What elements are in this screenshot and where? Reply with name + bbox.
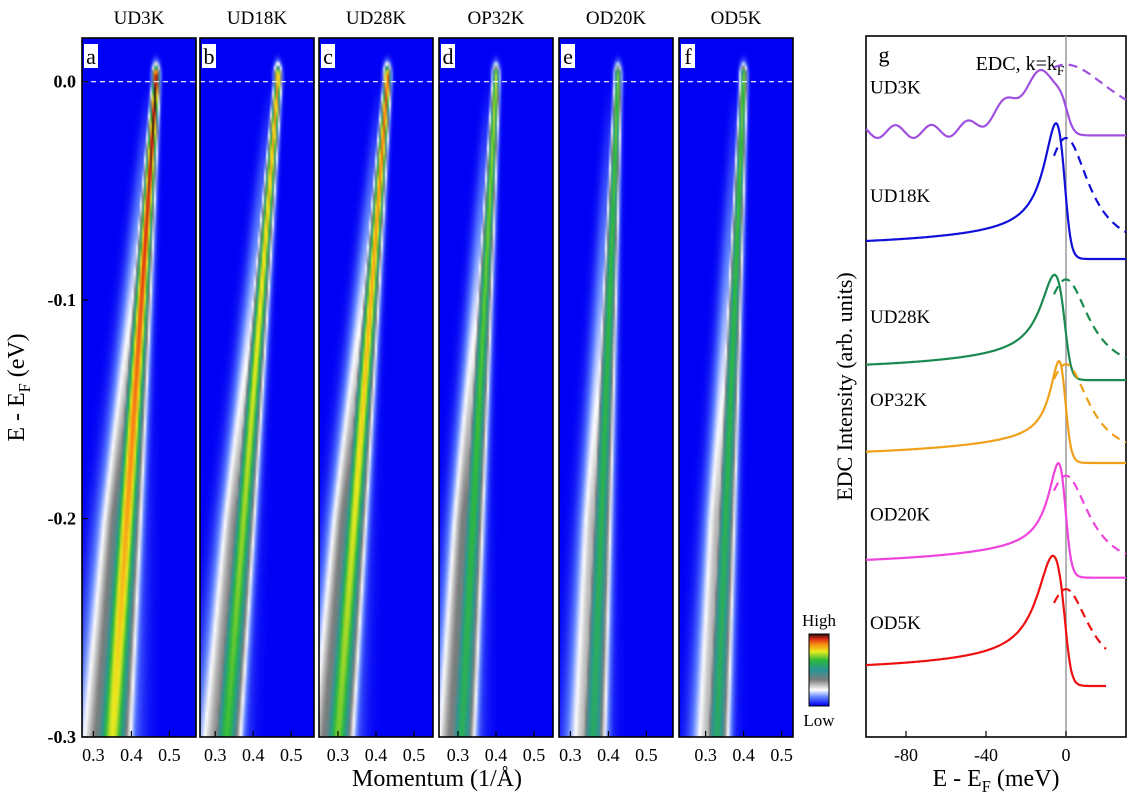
x-tick-label: 0.3 bbox=[447, 745, 470, 765]
series-label: OD20K bbox=[870, 505, 930, 526]
x-tick-label: 0.5 bbox=[523, 745, 546, 765]
panel-title: OP32K bbox=[467, 8, 524, 29]
x-tick-label: 0.3 bbox=[327, 745, 350, 765]
energy-axis-label: E - EF (eV) bbox=[4, 333, 34, 441]
series-OD20K: OD20K bbox=[865, 461, 1127, 579]
panel-letter-box bbox=[202, 44, 216, 68]
x-tick-label: -80 bbox=[894, 745, 918, 765]
series-label: UD28K bbox=[870, 307, 930, 328]
intensity-map-e bbox=[559, 38, 673, 737]
panel-title: OD5K bbox=[711, 8, 762, 29]
panel-title: UD18K bbox=[227, 8, 287, 29]
intensity-map-f bbox=[679, 38, 793, 737]
edc-title: EDC, k=kF bbox=[976, 53, 1065, 78]
panel-b: b UD18K 0.3 0.4 0.5 bbox=[199, 8, 315, 765]
edc-symmetrized-curve bbox=[1053, 363, 1127, 444]
colorbar-low-label: Low bbox=[803, 711, 835, 730]
x-tick-label: 0.5 bbox=[158, 745, 181, 765]
x-tick-label: 0.5 bbox=[403, 745, 426, 765]
x-tick-label: 0.5 bbox=[770, 745, 793, 765]
panel-letter: a bbox=[86, 44, 96, 69]
x-tick-label: 0.4 bbox=[485, 745, 508, 765]
panel-f: f OD5K 0.3 0.4 0.5 bbox=[678, 8, 794, 765]
series-label: UD3K bbox=[870, 78, 921, 99]
x-tick-label: 0.3 bbox=[204, 745, 227, 765]
edc-curve bbox=[865, 461, 1126, 579]
x-tick-label: -40 bbox=[974, 745, 998, 765]
panel-letter: e bbox=[563, 44, 573, 69]
y-tick-label: -0.3 bbox=[48, 727, 77, 747]
intensity-map-d bbox=[439, 38, 553, 737]
panel-a: a UD3K 0.3 0.4 0.5 bbox=[81, 8, 197, 765]
panel-title: UD3K bbox=[114, 8, 165, 29]
panel-c: c UD28K 0.3 0.4 0.5 bbox=[318, 8, 434, 765]
y-tick-label: 0.0 bbox=[54, 72, 77, 92]
panel-d: d OP32K 0.3 0.4 0.5 bbox=[438, 8, 554, 765]
intensity-map-b bbox=[200, 38, 314, 737]
intensity-map-c bbox=[319, 38, 433, 737]
series-label: UD18K bbox=[870, 186, 930, 207]
edc-symmetrized-curve bbox=[1053, 63, 1127, 101]
colorbar: High Low bbox=[802, 611, 837, 730]
momentum-axis-label: Momentum (1/Å) bbox=[352, 766, 522, 792]
x-tick-label: 0.4 bbox=[365, 745, 388, 765]
y-tick-label: -0.1 bbox=[48, 290, 77, 310]
panel-title: OD20K bbox=[586, 8, 646, 29]
panel-frame bbox=[81, 37, 197, 738]
edc-symmetrized-curve bbox=[1053, 278, 1127, 359]
x-tick-label: 0.4 bbox=[732, 745, 755, 765]
edc-y-axis-label: EDC Intensity (arb. units) bbox=[832, 272, 857, 501]
panel-letter-box bbox=[321, 44, 335, 68]
panel-letter: b bbox=[204, 44, 215, 69]
panel-frame bbox=[199, 37, 315, 738]
intensity-map-a bbox=[82, 38, 196, 737]
y-tick-label: -0.2 bbox=[48, 509, 77, 529]
colorbar-gradient bbox=[809, 634, 829, 706]
x-tick-label: 0.3 bbox=[694, 745, 717, 765]
edc-panel: g EDC, k=kF -80 -40 0E - EF (meV) EDC Intensi… bbox=[832, 35, 1127, 796]
panel-letter: c bbox=[323, 44, 333, 69]
panel-title: UD28K bbox=[346, 8, 406, 29]
series-UD18K: UD18K bbox=[865, 121, 1127, 261]
x-tick-label: 0.4 bbox=[597, 745, 620, 765]
edc-symmetrized-curve bbox=[1053, 588, 1107, 650]
series-UD3K: UD3K bbox=[865, 63, 1127, 139]
x-tick-label: 0.5 bbox=[635, 745, 658, 765]
panel-e: e OD20K 0.3 0.4 0.5 bbox=[558, 8, 674, 765]
edc-curve bbox=[865, 359, 1126, 465]
edc-symmetrized-curve bbox=[1053, 474, 1127, 556]
panel-letter: d bbox=[443, 44, 454, 69]
panel-frame bbox=[678, 37, 794, 738]
series-OD5K: OD5K bbox=[865, 554, 1107, 688]
x-tick-label: 0 bbox=[1062, 745, 1071, 765]
series-label: OD5K bbox=[870, 613, 921, 634]
series-UD28K: UD28K bbox=[865, 273, 1127, 382]
panel-letter-box bbox=[84, 44, 98, 68]
edc-curve bbox=[865, 273, 1126, 382]
arpes-panels: a UD3K 0.3 0.4 0.5 b UD18K 0.3 0.4 0.5 c UD28K 0.3 0.… bbox=[81, 8, 794, 765]
colorbar-high-label: High bbox=[802, 611, 837, 630]
series-label: OP32K bbox=[870, 390, 927, 411]
edc-curve bbox=[865, 121, 1126, 261]
edc-x-axis-label: E - EF (meV) bbox=[932, 766, 1059, 796]
x-tick-label: 0.4 bbox=[120, 745, 143, 765]
energy-axis: 0.0 -0.1 -0.2 -0.3 E - EF (eV) Momentum (1/Å) bbox=[4, 72, 522, 792]
x-tick-label: 0.3 bbox=[559, 745, 582, 765]
x-tick-label: 0.4 bbox=[242, 745, 265, 765]
panel-letter-box bbox=[441, 44, 455, 68]
panel-letter: f bbox=[684, 44, 692, 69]
x-tick-label: 0.3 bbox=[82, 745, 105, 765]
colorbar-frame bbox=[808, 633, 830, 707]
panel-letter: g bbox=[879, 42, 890, 67]
edc-symmetrized-curve bbox=[1052, 136, 1127, 234]
panel-frame bbox=[558, 37, 674, 738]
series-OP32K: OP32K bbox=[865, 359, 1127, 465]
panel-letter-box bbox=[561, 44, 575, 68]
panel-letter-box bbox=[681, 44, 695, 68]
x-tick-label: 0.5 bbox=[280, 745, 303, 765]
edc-curve bbox=[865, 68, 1126, 139]
edc-curve bbox=[865, 554, 1106, 688]
